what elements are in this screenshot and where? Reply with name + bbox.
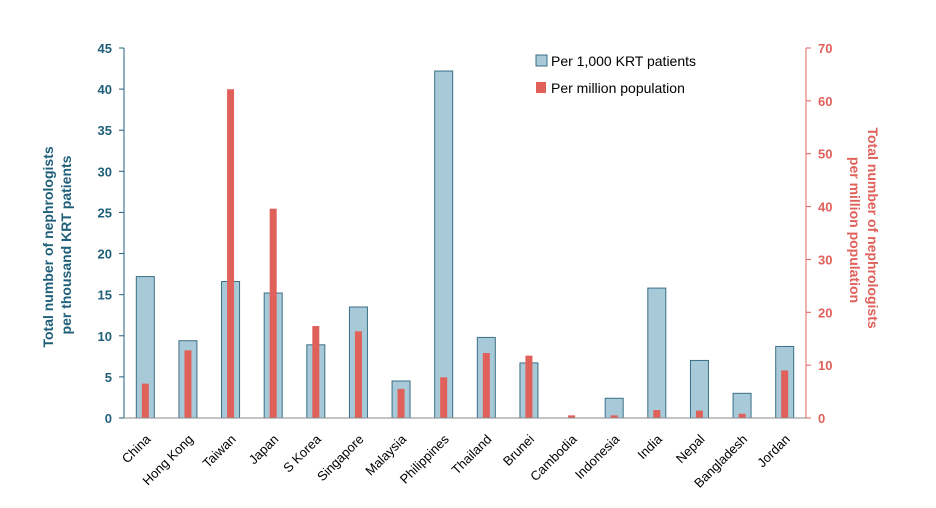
right-tick-label: 10 <box>818 358 832 373</box>
bar-per-million-population <box>738 413 746 418</box>
category-label: India <box>634 431 665 462</box>
category-label: Nepal <box>673 431 708 466</box>
left-tick-label: 5 <box>105 370 112 385</box>
right-axis-title: Total number of nephrologists per millio… <box>847 127 881 332</box>
bar-per-million-population <box>482 352 490 418</box>
category-label: Cambodia <box>527 431 580 484</box>
bar-per-million-population <box>184 350 192 418</box>
category-label: Taiwan <box>199 432 238 471</box>
left-tick-label: 35 <box>98 123 112 138</box>
category-label: Indonesia <box>572 431 623 482</box>
right-tick-label: 0 <box>818 411 825 426</box>
bar-per-1000-krt <box>689 359 709 419</box>
left-tick-label: 10 <box>98 329 112 344</box>
right-tick-label: 40 <box>818 200 832 215</box>
legend-swatch-population <box>536 82 546 93</box>
left-axis-title: Total number of nephrologists per thousa… <box>40 142 74 347</box>
legend-label-krt: Per 1,000 KRT patients <box>551 53 696 69</box>
right-tick-label: 50 <box>818 147 832 162</box>
bar-per-million-population <box>397 388 405 418</box>
bar-per-million-population <box>141 383 149 418</box>
left-tick-label: 25 <box>98 205 112 220</box>
left-axis-title-line-1: Total number of nephrologists <box>40 146 56 347</box>
bar-per-million-population <box>525 355 533 418</box>
right-tick-label: 60 <box>818 94 832 109</box>
left-tick-label: 30 <box>98 164 112 179</box>
bar-per-million-population <box>312 326 320 418</box>
bar-per-million-population <box>354 331 362 418</box>
bar-per-million-population <box>568 415 576 418</box>
right-tick-label: 30 <box>818 252 832 267</box>
right-y-axis: 0 10 20 30 40 50 60 70 <box>805 41 832 426</box>
left-axis-title-line-2: per thousand KRT patients <box>58 155 74 334</box>
legend-swatch-krt <box>535 54 548 67</box>
category-label: Japan <box>246 432 282 468</box>
left-y-axis: 0 5 10 15 20 25 30 35 40 45 <box>98 41 125 426</box>
left-tick-label: 20 <box>98 247 112 262</box>
right-axis-title-line-1: Total number of nephrologists <box>865 127 881 328</box>
left-tick-label: 0 <box>105 411 112 426</box>
bar-per-million-population <box>227 89 235 418</box>
bar-per-million-population <box>781 370 789 418</box>
bar-per-1000-krt <box>604 397 624 419</box>
right-tick-label: 20 <box>818 305 832 320</box>
legend-label-population: Per million population <box>551 80 685 96</box>
category-label: Brunei <box>500 431 537 468</box>
right-axis-title-line-2: per million population <box>847 157 863 303</box>
category-label: China <box>119 431 154 466</box>
bar-per-million-population <box>695 410 703 418</box>
bar-per-1000-krt <box>647 287 667 419</box>
bar-per-million-population <box>440 377 448 418</box>
bars-layer <box>135 70 795 419</box>
category-label: Jordan <box>754 432 793 471</box>
bar-per-1000-krt <box>434 70 454 419</box>
right-tick-label: 70 <box>818 41 832 56</box>
bar-per-million-population <box>269 208 277 418</box>
bar-per-million-population <box>610 415 618 418</box>
category-label: Thailand <box>449 432 495 478</box>
legend: Per 1,000 KRT patients Per million popul… <box>535 53 696 96</box>
left-tick-label: 40 <box>98 82 112 97</box>
left-tick-label: 45 <box>98 41 112 56</box>
category-label: Singapore <box>314 432 367 485</box>
bar-per-million-population <box>653 410 661 418</box>
left-tick-label: 15 <box>98 288 112 303</box>
